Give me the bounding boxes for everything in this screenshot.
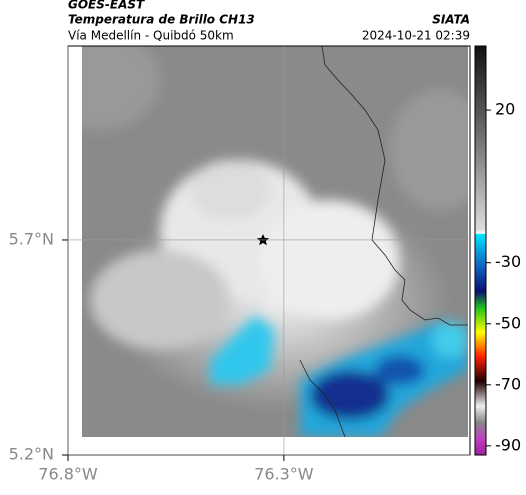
source: GOES-EAST	[68, 0, 145, 12]
colorbar-tick-label: -90	[495, 435, 521, 454]
colorbar-tick-label: 20	[495, 100, 515, 119]
lat-tick-label: 5.7°N	[9, 229, 54, 248]
timestamp: 2024-10-21 02:39	[362, 29, 470, 43]
location-star	[256, 234, 270, 246]
colorbar	[474, 45, 487, 456]
agency: SIATA	[432, 13, 470, 27]
route: Vía Medellín - Quibdó 50km	[68, 29, 234, 43]
lon-tick-label: 76.8°W	[38, 465, 98, 484]
satellite-image	[82, 46, 468, 437]
colorbar-tick-label: -30	[495, 252, 521, 271]
product: Temperatura de Brillo CH13	[68, 13, 255, 27]
colorbar-tick-label: -70	[495, 374, 521, 393]
border	[299, 45, 468, 438]
lat-tick-label: 5.2°N	[9, 445, 54, 464]
colorbar-tick-label: -50	[495, 313, 521, 332]
lon-tick-label: 76.3°W	[254, 465, 314, 484]
